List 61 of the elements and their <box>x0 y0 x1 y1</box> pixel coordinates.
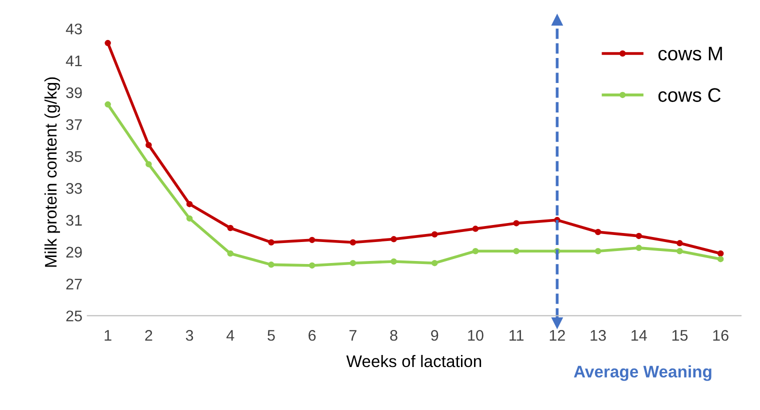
point <box>432 231 438 238</box>
point <box>268 239 274 246</box>
point <box>350 260 356 266</box>
point <box>186 215 193 222</box>
point <box>594 228 602 236</box>
x-axis-title: Weeks of lactation <box>346 354 482 368</box>
point <box>308 236 316 244</box>
point <box>472 226 479 232</box>
y-axis-title: Milk protein content (g/kg) <box>44 77 60 267</box>
point <box>308 262 316 269</box>
point <box>676 248 683 254</box>
x-tick-label: 7 <box>349 330 356 341</box>
point <box>717 256 724 262</box>
point <box>717 250 724 257</box>
y-tick-label: 25 <box>66 310 82 322</box>
y-tick-label: 35 <box>66 151 82 162</box>
y-tick-label: 27 <box>66 278 82 290</box>
x-tick-label: 8 <box>390 330 398 341</box>
y-tick-label: 33 <box>66 183 82 194</box>
x-tick-label: 16 <box>713 330 728 341</box>
x-tick-label: 6 <box>308 330 316 341</box>
x-tick-label: 15 <box>672 330 688 341</box>
x-tick-label: 4 <box>226 330 234 341</box>
point <box>513 220 520 226</box>
x-tick-label: 1 <box>104 330 112 341</box>
point <box>636 232 642 240</box>
x-tick-label: 14 <box>632 330 647 341</box>
point <box>472 248 479 254</box>
x-tick-label: 5 <box>268 330 275 341</box>
point <box>146 142 152 148</box>
y-tick-label: 31 <box>66 214 82 226</box>
y-tick-label: 29 <box>66 246 82 258</box>
point <box>390 236 397 242</box>
point <box>104 40 111 46</box>
legend-label: cows M <box>658 46 722 60</box>
point <box>676 240 683 246</box>
point <box>432 260 438 266</box>
x-tick-label: 2 <box>145 330 152 341</box>
point <box>227 224 234 232</box>
point <box>268 262 274 268</box>
point <box>390 258 397 265</box>
y-tick-label: 39 <box>66 87 82 98</box>
point <box>227 250 234 257</box>
y-tick-label: 41 <box>66 56 82 66</box>
point <box>636 244 642 252</box>
point <box>186 200 193 208</box>
point <box>594 248 602 254</box>
point <box>104 101 111 108</box>
point <box>146 161 152 168</box>
y-tick-label: 43 <box>66 24 82 34</box>
point <box>350 239 356 246</box>
legend-label: cows C <box>658 88 721 102</box>
x-tick-label: 3 <box>186 330 194 341</box>
x-tick-label: 12 <box>550 330 565 341</box>
x-tick-label: 9 <box>431 330 438 341</box>
ref-line-label: Average Weaning <box>574 365 712 381</box>
x-tick-label: 13 <box>590 330 606 341</box>
y-tick-label: 37 <box>66 119 82 130</box>
point <box>513 248 520 254</box>
x-tick-label: 10 <box>468 330 484 341</box>
x-tick-label: 11 <box>510 330 524 341</box>
